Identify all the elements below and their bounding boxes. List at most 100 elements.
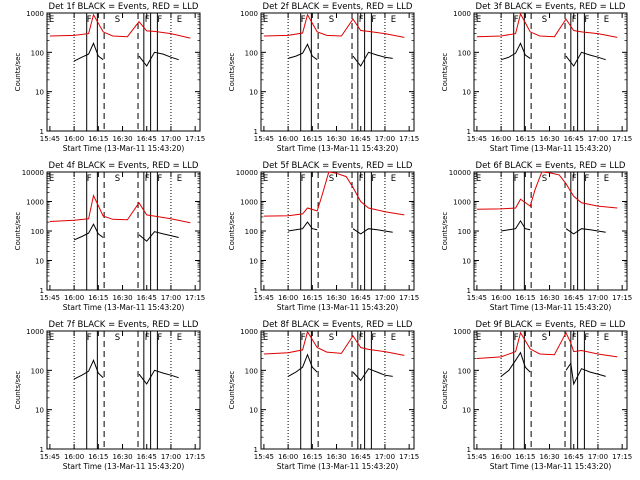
y-tick-label: 1 xyxy=(40,446,44,454)
x-tick-label: 16:45 xyxy=(137,453,157,461)
interval-marker: F xyxy=(371,333,376,343)
series-line-lld xyxy=(263,171,405,217)
interval-marker: F xyxy=(157,15,162,25)
y-tick-label: 10 xyxy=(35,89,44,97)
x-tick-label: 16:00 xyxy=(64,453,84,461)
y-tick-label: 1000 xyxy=(240,328,258,336)
x-tick-label: 17:15 xyxy=(185,453,205,461)
series-line-events xyxy=(73,223,104,241)
x-tick-label: 17:00 xyxy=(161,135,181,143)
interval-marker: E xyxy=(391,15,396,25)
x-tick-label: 16:00 xyxy=(491,135,511,143)
interval-marker: E xyxy=(263,333,268,343)
x-tick-label: 16:45 xyxy=(351,135,371,143)
x-tick-label: 16:15 xyxy=(515,453,535,461)
interval-marker: F xyxy=(584,174,589,184)
x-tick-label: 16:45 xyxy=(564,294,584,302)
x-tick-label: 17:15 xyxy=(612,135,632,143)
y-tick-label: 100 xyxy=(31,49,44,57)
x-tick-label: 16:00 xyxy=(278,453,298,461)
y-tick-label: 10000 xyxy=(236,169,258,177)
y-tick-label: 1000 xyxy=(453,328,471,336)
interval-marker: E xyxy=(49,174,54,184)
interval-marker: F xyxy=(514,15,519,25)
y-tick-label: 1000 xyxy=(240,10,258,18)
x-tick-label: 16:00 xyxy=(278,294,298,302)
x-tick-label: 16:30 xyxy=(539,135,559,143)
interval-marker: E xyxy=(49,15,54,25)
x-tick-label: 15:45 xyxy=(40,135,60,143)
x-tick-label: 16:15 xyxy=(88,294,108,302)
interval-marker: F xyxy=(301,174,306,184)
interval-marker: E xyxy=(604,174,609,184)
detector-panel-1: Det 1f BLACK = Events, RED = LLD 1 10 100 10… xyxy=(14,2,205,153)
y-axis-label: Counts/sec xyxy=(14,212,22,251)
y-axis-label: Counts/sec xyxy=(441,371,449,410)
y-tick-label: 100 xyxy=(458,367,471,375)
series-line-lld xyxy=(476,12,618,38)
interval-marker: E xyxy=(476,174,481,184)
x-tick-label: 17:00 xyxy=(375,135,395,143)
series-line-lld xyxy=(476,171,618,210)
y-tick-label: 10 xyxy=(249,258,258,266)
y-tick-label: 100 xyxy=(245,228,258,236)
interval-marker: E xyxy=(604,333,609,343)
x-tick-label: 15:45 xyxy=(254,135,274,143)
series-line-events xyxy=(500,42,531,61)
interval-marker: S xyxy=(329,15,334,25)
x-tick-label: 16:15 xyxy=(88,135,108,143)
interval-marker: E xyxy=(476,15,481,25)
x-tick-label: 16:15 xyxy=(515,294,535,302)
detector-panel-8: Det 8f BLACK = Events, RED = LLD 1 10 100 10… xyxy=(228,320,419,471)
series-line-lld xyxy=(263,330,405,356)
interval-marker: F xyxy=(87,333,92,343)
y-tick-label: 100 xyxy=(31,228,44,236)
plot-frame xyxy=(260,171,415,291)
x-axis-label: Start Time (13-Mar-11 15:43:20) xyxy=(490,144,612,153)
x-tick-label: 16:15 xyxy=(302,453,322,461)
y-tick-label: 1000 xyxy=(453,10,471,18)
series-line-lld xyxy=(476,331,618,359)
interval-marker: S xyxy=(115,333,120,343)
y-axis-label: Counts/sec xyxy=(14,371,22,410)
y-axis-label: Counts/sec xyxy=(228,212,236,251)
x-axis-label: Start Time (13-Mar-11 15:43:20) xyxy=(277,462,399,471)
series-line-events xyxy=(565,51,606,67)
interval-marker: E xyxy=(49,333,54,343)
x-tick-label: 15:45 xyxy=(467,453,487,461)
y-tick-label: 10 xyxy=(249,89,258,97)
x-tick-label: 16:30 xyxy=(112,294,132,302)
interval-marker: S xyxy=(542,174,547,184)
panel-title: Det 4f BLACK = Events, RED = LLD xyxy=(49,161,199,171)
x-tick-label: 15:45 xyxy=(40,294,60,302)
x-tick-label: 16:00 xyxy=(491,294,511,302)
plot-frame xyxy=(46,330,201,450)
y-tick-label: 1 xyxy=(254,128,258,136)
y-tick-label: 10 xyxy=(462,89,471,97)
x-tick-label: 17:15 xyxy=(399,135,419,143)
x-tick-label: 17:15 xyxy=(185,294,205,302)
x-tick-label: 15:45 xyxy=(467,135,487,143)
x-tick-label: 16:30 xyxy=(112,135,132,143)
interval-marker: F xyxy=(572,15,577,25)
x-tick-label: 16:00 xyxy=(64,135,84,143)
series-line-events xyxy=(287,353,318,377)
interval-marker: F xyxy=(514,333,519,343)
series-line-events xyxy=(352,368,393,382)
detector-panel-7: Det 7f BLACK = Events, RED = LLD 1 10 100 10… xyxy=(14,320,205,471)
interval-marker: F xyxy=(145,174,150,184)
panel-title: Det 9f BLACK = Events, RED = LLD xyxy=(476,320,626,330)
interval-marker: F xyxy=(301,15,306,25)
y-tick-label: 10 xyxy=(35,407,44,415)
x-tick-label: 17:15 xyxy=(612,453,632,461)
interval-marker: F xyxy=(145,333,150,343)
interval-marker: F xyxy=(301,333,306,343)
detector-panel-5: Det 5f BLACK = Events, RED = LLD 1 10 100 10… xyxy=(228,161,419,312)
y-tick-label: 10 xyxy=(249,407,258,415)
interval-marker: F xyxy=(145,15,150,25)
x-tick-label: 16:15 xyxy=(302,294,322,302)
interval-marker: S xyxy=(329,333,334,343)
interval-marker: E xyxy=(177,174,182,184)
interval-marker: E xyxy=(476,333,481,343)
